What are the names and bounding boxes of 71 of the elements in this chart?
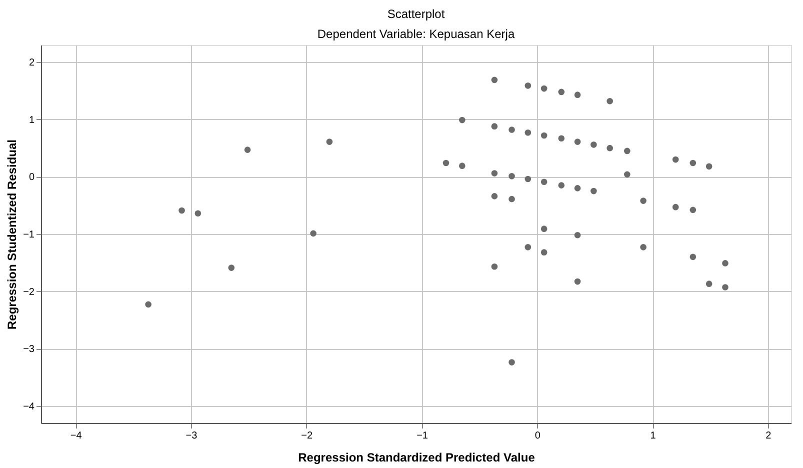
point bbox=[690, 206, 696, 214]
point bbox=[606, 98, 614, 104]
point bbox=[442, 160, 450, 166]
point bbox=[540, 249, 548, 256]
point bbox=[508, 359, 515, 366]
point bbox=[606, 144, 614, 152]
y-tick-label: 2 bbox=[28, 58, 35, 69]
point bbox=[491, 263, 498, 270]
point bbox=[590, 188, 597, 194]
point bbox=[574, 92, 581, 98]
point bbox=[524, 176, 532, 182]
point bbox=[672, 204, 679, 210]
y-tick-label: 0 bbox=[28, 172, 35, 184]
point bbox=[491, 76, 498, 84]
point bbox=[491, 123, 498, 130]
point bbox=[574, 185, 581, 192]
y-tick-label: −1 bbox=[23, 230, 35, 240]
point bbox=[640, 244, 646, 250]
point bbox=[326, 138, 333, 145]
y-tick-label: −2 bbox=[23, 286, 35, 298]
point bbox=[540, 132, 548, 139]
point bbox=[524, 82, 532, 89]
point bbox=[574, 232, 581, 238]
point bbox=[458, 162, 466, 169]
point bbox=[672, 156, 679, 163]
point bbox=[624, 171, 630, 178]
point bbox=[145, 301, 152, 308]
x-tick-label: −3 bbox=[186, 430, 198, 442]
point bbox=[244, 146, 251, 153]
y-tick-label: 1 bbox=[28, 114, 35, 126]
point bbox=[524, 244, 532, 250]
point bbox=[228, 264, 235, 271]
point bbox=[524, 129, 532, 136]
point bbox=[706, 280, 712, 287]
point bbox=[540, 178, 548, 186]
point bbox=[640, 198, 646, 204]
point bbox=[540, 226, 548, 232]
point bbox=[508, 196, 515, 202]
y-axis-title: Regression Studentized Residual bbox=[5, 139, 20, 330]
point bbox=[574, 138, 581, 145]
x-tick-label: 0 bbox=[534, 430, 541, 442]
x-tick-label: 1 bbox=[650, 430, 656, 442]
point bbox=[706, 163, 712, 170]
point bbox=[310, 230, 316, 237]
x-tick-label: −1 bbox=[416, 430, 428, 442]
point bbox=[178, 207, 185, 214]
point bbox=[624, 148, 630, 154]
x-tick-label: −2 bbox=[301, 430, 314, 442]
point bbox=[491, 170, 498, 176]
point bbox=[491, 193, 498, 200]
chart-title: Scatterplot bbox=[387, 7, 446, 21]
point bbox=[458, 116, 466, 124]
point bbox=[590, 142, 597, 148]
point bbox=[722, 284, 728, 290]
point bbox=[558, 88, 565, 96]
point bbox=[540, 85, 548, 92]
chart-subtitle: Dependent Variable: Kepuasan Kerja bbox=[317, 27, 515, 41]
point bbox=[508, 126, 515, 133]
point bbox=[194, 210, 202, 217]
y-tick-label: −4 bbox=[23, 401, 35, 412]
point bbox=[558, 135, 565, 142]
y-tick-label: −3 bbox=[23, 344, 35, 356]
point bbox=[558, 182, 565, 188]
point bbox=[690, 254, 696, 260]
x-axis-title: Regression Standardized Predicted Value bbox=[298, 450, 536, 464]
point bbox=[722, 260, 728, 266]
x-tick-label: 2 bbox=[766, 430, 772, 442]
point bbox=[690, 160, 696, 166]
point bbox=[508, 173, 515, 180]
point bbox=[574, 278, 581, 285]
x-tick-label: −4 bbox=[70, 430, 82, 442]
